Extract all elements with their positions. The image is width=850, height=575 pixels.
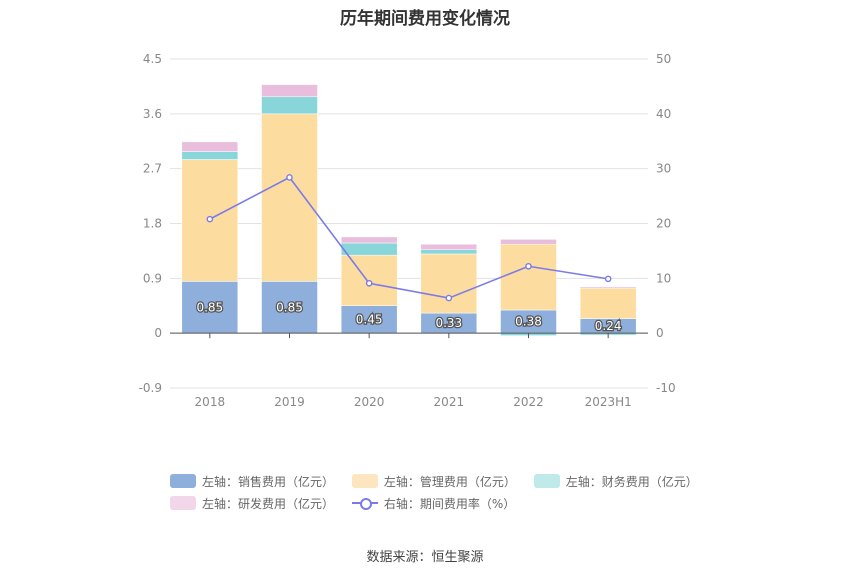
line-point: [206, 215, 214, 223]
bar-segment: [261, 113, 318, 282]
bar-data-label: 0.24: [595, 319, 622, 333]
chart-legend: 左轴：销售费用（亿元） 左轴：管理费用（亿元） 左轴：财务费用（亿元） 左轴：研…: [170, 470, 730, 514]
legend-item-finance[interactable]: 左轴：财务费用（亿元）: [533, 470, 698, 492]
bar-segment: [261, 84, 318, 98]
x-axis-tick-label: 2019: [274, 395, 305, 409]
right-axis-tick-label: 0: [656, 326, 664, 340]
right-axis-tick-label: -10: [656, 381, 676, 395]
line-point: [525, 262, 532, 270]
line-series-rate: [209, 176, 609, 299]
line-point: [286, 174, 293, 181]
legend-item-sales[interactable]: 左轴：销售费用（亿元）: [170, 470, 334, 492]
legend-swatch-rd: [170, 496, 196, 510]
x-axis-tick-label: 2023H1: [585, 395, 632, 409]
legend-label-sales: 左轴：销售费用（亿元）: [202, 474, 335, 489]
legend-swatch-sales: [170, 474, 196, 488]
right-axis-tick-label: 50: [656, 52, 671, 66]
left-axis-tick-label: -0.9: [139, 381, 162, 395]
left-axis-tick-label: 0: [154, 326, 162, 340]
legend-item-rate[interactable]: 右轴：期间费用率（%）: [351, 492, 516, 514]
line-point: [445, 294, 453, 302]
bar-segment: [181, 141, 239, 152]
x-axis-tick-label: 2021: [434, 395, 465, 409]
legend-label-rd: 左轴：研发费用（亿元）: [202, 496, 335, 511]
bar-segment: [500, 243, 557, 311]
data-source-note: 数据来源：恒生聚源: [366, 550, 484, 565]
legend-label-rate: 右轴：期间费用率（%）: [383, 496, 516, 511]
x-axis-tick-label: 2020: [354, 395, 385, 409]
chart-title: 历年期间费用变化情况: [340, 9, 510, 29]
bar-segment: [500, 239, 557, 245]
bar-segment: [420, 253, 478, 314]
legend-label-admin: 左轴：管理费用（亿元）: [383, 474, 516, 489]
x-axis-tick-label: 2018: [195, 395, 226, 409]
legend-swatch-finance: [533, 474, 560, 488]
right-axis-tick-label: 30: [656, 162, 671, 176]
bar-segment: [420, 243, 478, 250]
left-axis-tick-label: 0.9: [143, 271, 162, 285]
legend-label-finance: 左轴：财务费用（亿元）: [565, 474, 698, 489]
legend-item-rd[interactable]: 左轴：研发费用（亿元）: [170, 492, 334, 514]
right-axis-tick-label: 40: [656, 107, 671, 121]
right-axis-tick-label: 10: [656, 271, 671, 285]
legend-swatch-rate: [351, 496, 378, 510]
bar-segment: [340, 236, 398, 244]
x-axis-tick-label: 2022: [513, 395, 544, 409]
line-point: [365, 279, 373, 287]
bar-data-label: 0.85: [276, 300, 303, 314]
bar-segment: [340, 242, 398, 256]
bar-segment: [579, 286, 637, 289]
bar-segment: [579, 287, 637, 319]
bar-segment: [261, 96, 318, 115]
bar-segment: [340, 305, 398, 334]
right-axis-tick-label: 20: [656, 217, 671, 231]
legend-item-admin[interactable]: 左轴：管理费用（亿元）: [351, 470, 516, 492]
line-point: [604, 275, 612, 283]
left-axis-tick-label: 2.7: [143, 162, 162, 176]
bar-data-label: 0.45: [356, 312, 383, 326]
bar-data-label: 0.85: [196, 300, 223, 314]
bar-data-label: 0.33: [435, 316, 462, 330]
bar-segment: [181, 151, 239, 160]
left-axis-tick-label: 1.8: [143, 217, 162, 231]
bar-data-label: 0.38: [515, 315, 542, 329]
bar-segment: [420, 249, 478, 255]
legend-swatch-admin: [351, 474, 378, 488]
left-axis-tick-label: 4.5: [143, 52, 162, 66]
left-axis-tick-label: 3.6: [143, 107, 162, 121]
